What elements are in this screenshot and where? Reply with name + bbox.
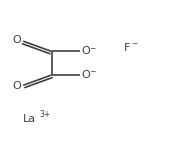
Text: O: O <box>82 46 90 56</box>
Text: −: − <box>89 44 96 53</box>
Text: −: − <box>89 67 96 76</box>
Text: O: O <box>13 81 21 91</box>
Text: La: La <box>23 114 36 124</box>
Text: O: O <box>82 70 90 80</box>
Text: 3+: 3+ <box>39 110 50 119</box>
Text: O: O <box>13 35 21 45</box>
Text: F: F <box>123 44 130 54</box>
Text: −: − <box>131 40 138 49</box>
